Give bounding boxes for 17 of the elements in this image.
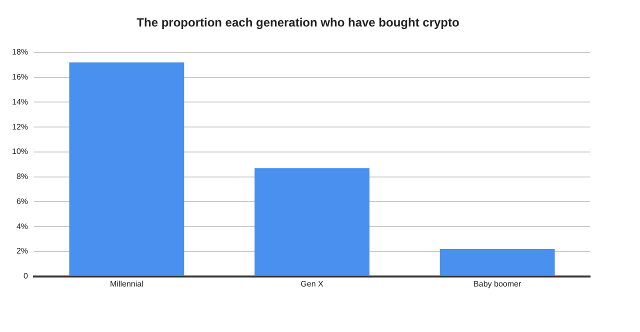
bar xyxy=(440,249,555,276)
y-tick-label: 18% xyxy=(12,48,28,57)
y-tick-label: 16% xyxy=(12,72,28,82)
x-tick-label: Gen X xyxy=(300,279,324,288)
y-tick-label: 6% xyxy=(16,196,28,206)
y-tick-label: 14% xyxy=(12,97,28,106)
y-tick-label: 4% xyxy=(16,222,28,231)
y-tick-label: 8% xyxy=(16,172,28,182)
y-tick-label: 10% xyxy=(12,147,28,156)
x-tick-label: Baby boomer xyxy=(474,279,522,288)
y-tick-label: 12% xyxy=(12,122,28,132)
chart-title: The proportion each generation who have bought crypto xyxy=(136,16,460,30)
y-tick-label: 0 xyxy=(24,272,29,281)
x-tick-label: Millennial xyxy=(110,279,144,288)
y-tick-label: 2% xyxy=(16,246,28,256)
bar xyxy=(254,168,370,276)
bar xyxy=(69,62,184,276)
